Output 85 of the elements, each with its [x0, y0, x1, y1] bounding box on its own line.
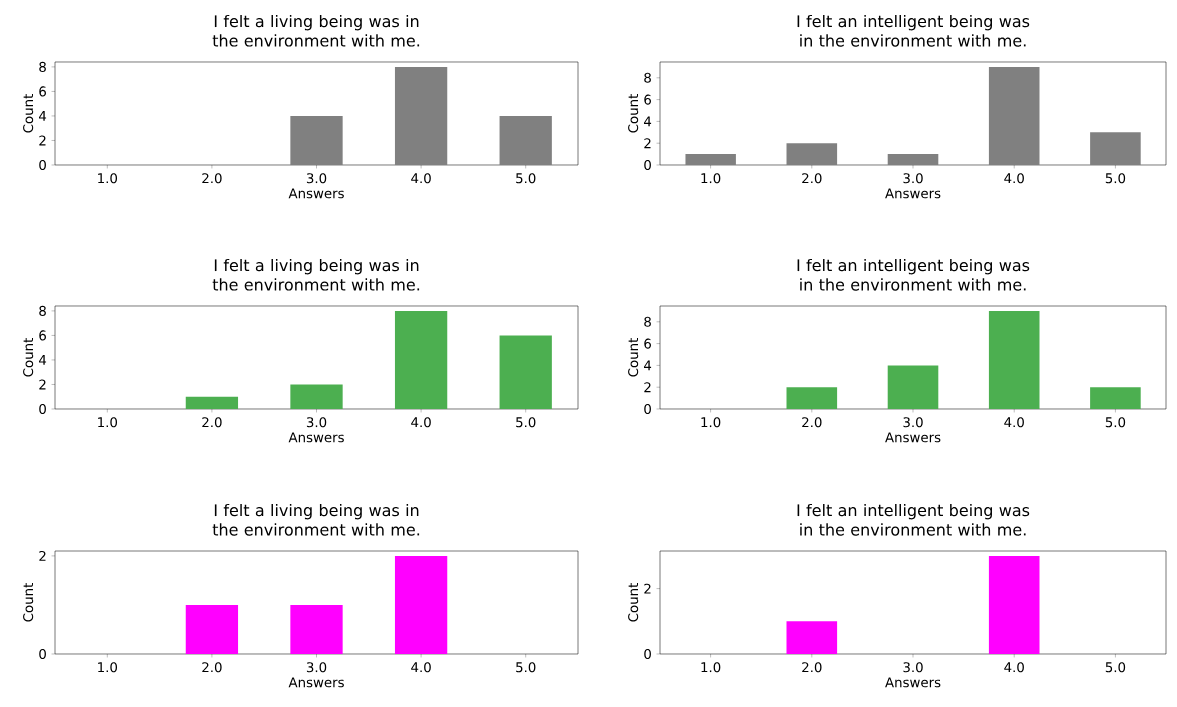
- y-tick-label: 2: [644, 583, 651, 594]
- y-tick-label: 0: [39, 159, 46, 171]
- y-tick-label: 8: [39, 305, 46, 316]
- y-axis-title: Count: [628, 94, 639, 133]
- x-tick-label: 1.0: [98, 173, 118, 184]
- y-tick-label: 2: [39, 379, 46, 390]
- bar: [290, 384, 343, 409]
- x-tick-label: 5.0: [516, 173, 536, 184]
- bar: [185, 396, 239, 409]
- y-tick-label: 0: [644, 648, 651, 660]
- chart-title: I felt an intelligent being was in the environment with me.: [797, 503, 1030, 536]
- y-axis-title: Count: [23, 94, 34, 133]
- x-tick-label: 3.0: [903, 173, 923, 184]
- y-axis-title: Count: [628, 338, 639, 377]
- x-tick-label: 3.0: [903, 662, 923, 673]
- x-tick-label: 1.0: [701, 662, 721, 673]
- y-tick-label: 8: [644, 72, 651, 83]
- chart-title: I felt a living being was in the environment with me.: [212, 503, 420, 536]
- x-tick-label: 2.0: [202, 173, 222, 184]
- y-axis-title: Count: [23, 583, 34, 622]
- y-tick-label: 2: [644, 382, 651, 393]
- x-tick-label: 3.0: [306, 662, 327, 673]
- y-tick-label: 6: [39, 330, 46, 341]
- y-axis-title: Count: [23, 338, 34, 377]
- x-axis-title: Answers: [885, 432, 941, 443]
- x-axis-title: Answers: [288, 188, 344, 199]
- y-tick-label: 2: [644, 138, 651, 149]
- y-tick-label: 0: [39, 648, 46, 660]
- bar: [786, 387, 838, 409]
- x-tick-label: 4.0: [411, 662, 431, 673]
- chart-title: I felt a living being was in the environment with me.: [212, 14, 420, 47]
- x-tick-label: 4.0: [1004, 662, 1024, 673]
- bar: [499, 335, 552, 409]
- bar: [988, 310, 1040, 409]
- x-tick-label: 4.0: [411, 417, 431, 428]
- y-tick-label: 4: [644, 360, 652, 371]
- y-tick-label: 0: [644, 159, 651, 171]
- x-tick-label: 2.0: [802, 173, 822, 184]
- x-tick-label: 2.0: [202, 662, 222, 673]
- y-tick-label: 0: [644, 403, 651, 415]
- y-tick-label: 4: [38, 355, 47, 365]
- x-axis-title: Answers: [288, 677, 344, 688]
- x-tick-label: 4.0: [1004, 417, 1024, 428]
- x-axis-title: Answers: [885, 677, 941, 688]
- x-tick-label: 1.0: [701, 173, 721, 184]
- chart-title: I felt a living being was in the environment with me.: [212, 258, 420, 291]
- x-tick-label: 5.0: [1105, 662, 1126, 673]
- chart-title: I felt an intelligent being was in the environment with me.: [797, 14, 1030, 47]
- y-tick-label: 2: [39, 135, 46, 146]
- y-tick-label: 6: [644, 94, 651, 105]
- x-tick-label: 3.0: [306, 417, 327, 428]
- x-tick-label: 2.0: [802, 662, 822, 673]
- bar: [685, 154, 736, 165]
- x-tick-label: 2.0: [202, 417, 222, 428]
- bar: [1090, 132, 1141, 165]
- bar: [887, 365, 939, 409]
- y-tick-label: 2: [39, 550, 46, 561]
- y-tick-label: 6: [39, 86, 46, 97]
- x-tick-label: 5.0: [516, 417, 536, 428]
- x-axis-title: Answers: [288, 432, 344, 443]
- y-tick-label: 0: [39, 403, 46, 415]
- bar: [394, 310, 448, 409]
- bar: [887, 154, 939, 165]
- y-axis-title: Count: [628, 583, 639, 622]
- y-tick-label: 4: [644, 116, 652, 127]
- x-tick-label: 1.0: [701, 417, 721, 428]
- x-tick-label: 5.0: [1105, 417, 1126, 428]
- y-tick-label: 4: [38, 111, 47, 121]
- x-tick-label: 5.0: [516, 662, 536, 673]
- x-tick-label: 3.0: [903, 417, 923, 428]
- y-tick-label: 8: [644, 316, 651, 327]
- chart-title: I felt an intelligent being was in the environment with me.: [797, 258, 1030, 291]
- bar: [786, 143, 838, 165]
- x-tick-label: 4.0: [411, 173, 431, 184]
- y-tick-label: 6: [644, 338, 651, 349]
- x-tick-label: 4.0: [1004, 173, 1024, 184]
- bar: [988, 66, 1040, 165]
- x-tick-label: 3.0: [306, 173, 327, 184]
- x-tick-label: 2.0: [802, 417, 822, 428]
- x-axis-title: Answers: [885, 188, 941, 199]
- x-tick-label: 1.0: [98, 662, 118, 673]
- bar: [1090, 387, 1141, 409]
- x-tick-label: 5.0: [1105, 173, 1126, 184]
- y-tick-label: 8: [39, 61, 46, 72]
- x-tick-label: 1.0: [98, 417, 118, 428]
